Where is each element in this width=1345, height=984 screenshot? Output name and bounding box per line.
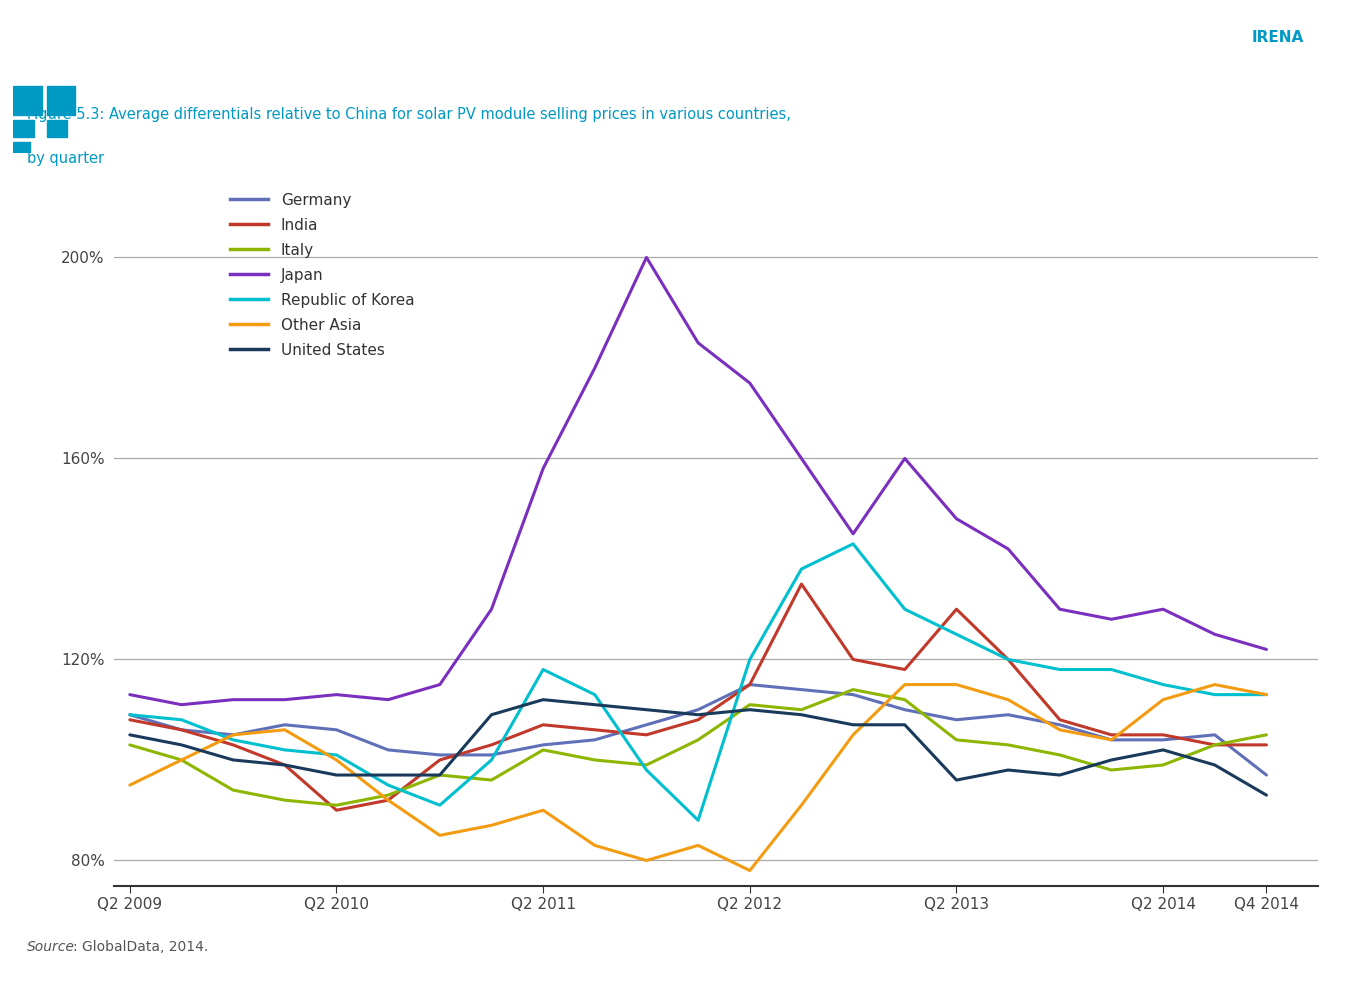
Legend: Germany, India, Italy, Japan, Republic of Korea, Other Asia, United States: Germany, India, Italy, Japan, Republic o… bbox=[230, 193, 414, 358]
Bar bbox=[13, 86, 42, 114]
Text: : GlobalData, 2014.: : GlobalData, 2014. bbox=[73, 940, 208, 954]
Circle shape bbox=[820, 15, 1345, 69]
Bar bbox=[13, 120, 34, 138]
Text: IRENA: IRENA bbox=[1252, 31, 1303, 45]
Bar bbox=[47, 86, 75, 114]
Text: Source: Source bbox=[27, 940, 75, 954]
Text: RENEWABLE POWER GENERATION COSTS IN 2014: RENEWABLE POWER GENERATION COSTS IN 2014 bbox=[108, 32, 647, 51]
Text: by quarter: by quarter bbox=[27, 152, 104, 166]
Bar bbox=[13, 142, 31, 153]
Text: Figure 5.3: Average differentials relative to China for solar PV module selling : Figure 5.3: Average differentials relati… bbox=[27, 107, 791, 122]
Bar bbox=[47, 120, 67, 138]
